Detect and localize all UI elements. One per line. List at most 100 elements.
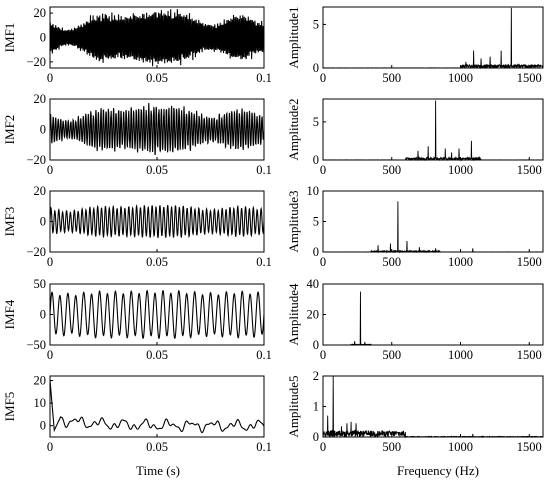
y-tick-label: 5 [313,17,319,31]
x-tick-label: 0.1 [256,163,272,177]
y-tick-label: 20 [34,6,47,20]
y-tick-label: 20 [34,184,47,198]
series-line [322,201,544,254]
x-tick-label: 1000 [448,163,473,177]
y-axis-label: IMF5 [2,392,17,422]
y-axis-label: Amplitude4 [286,283,301,346]
y-tick-label: 0 [40,419,46,433]
y-tick-label: 0 [40,215,46,229]
y-tick-label: 1 [313,400,319,414]
y-axis-label: IMF3 [2,207,17,237]
x-tick-label: 1500 [517,348,542,362]
x-tick-label: 1500 [517,163,542,177]
y-tick-label: 5 [313,115,319,129]
x-tick-label: 1000 [448,255,473,269]
y-tick-label: 10 [34,396,47,410]
x-axis-label-frequency: Frequency (Hz) [397,463,479,478]
panel-amp1: 0 500 1000 1500 5 0 Amplitude1 [286,6,544,85]
y-axis-label: IMF4 [2,299,17,329]
panel-amp3: 0 500 1000 1500 10 5 0 Amplitude3 [286,184,544,269]
series-line [322,291,544,346]
series-line [49,204,265,239]
y-tick-label: 20 [34,92,47,106]
y-tick-label: −20 [26,55,46,69]
y-axis-label: Amplitude1 [286,6,301,68]
x-tick-label: 0.05 [146,71,168,85]
y-tick-label: 20 [34,374,47,388]
y-tick-label: −20 [26,153,46,167]
x-tick-label: 0 [320,348,326,362]
x-tick-label: 0.1 [256,440,272,454]
x-tick-label: 1500 [517,71,542,85]
series-line [323,7,544,70]
x-tick-label: 0 [47,440,53,454]
series-line [49,103,265,156]
x-tick-label: 1000 [448,348,473,362]
series-line [49,289,265,340]
y-tick-label: 0 [40,31,46,45]
x-tick-label: 1500 [517,440,542,454]
y-axis-label: Amplitude5 [286,375,301,437]
x-tick-label: 0.05 [146,348,168,362]
panel-amp2: 0 500 1000 1500 5 0 Amplitude2 [286,98,544,177]
panel-amp5: 0 500 1000 1500 2 1 0 Amplitude5 [286,369,544,454]
x-tick-label: 0.05 [146,440,168,454]
x-tick-label: 0 [47,163,53,177]
x-tick-label: 0 [320,440,326,454]
x-tick-label: 500 [382,348,401,362]
series-line [323,100,544,162]
axes-frame [322,98,544,161]
x-tick-label: 500 [382,255,401,269]
x-tick-label: 500 [382,440,401,454]
y-tick-label: 50 [34,277,47,291]
x-tick-label: 0 [47,71,53,85]
y-tick-label: 10 [307,184,320,198]
y-axis-label: Amplitude3 [286,190,301,252]
y-tick-label: −20 [26,245,46,259]
y-tick-label: 40 [307,277,320,291]
y-axis-label: IMF1 [2,23,17,53]
x-tick-label: 1000 [448,71,473,85]
y-tick-label: 0 [313,338,319,352]
series-line [322,375,544,439]
y-tick-label: 0 [313,430,319,444]
x-tick-label: 0 [320,71,326,85]
x-axis-label-time: Time (s) [136,463,180,478]
panel-amp4: 0 500 1000 1500 40 20 0 Amplitude4 [286,277,544,362]
y-axis-label: IMF2 [2,115,17,145]
y-tick-label: 0 [313,153,319,167]
y-tick-label: 0 [40,308,46,322]
y-tick-label: −50 [26,338,46,352]
x-tick-label: 1500 [517,255,542,269]
x-tick-label: 1000 [448,440,473,454]
y-tick-label: 5 [313,215,319,229]
x-tick-label: 0.05 [146,163,168,177]
y-tick-label: 0 [40,123,46,137]
y-tick-label: 0 [313,245,319,259]
y-tick-label: 20 [307,308,320,322]
x-tick-label: 500 [382,163,401,177]
x-tick-label: 0.05 [146,255,168,269]
x-tick-label: 0 [47,255,53,269]
x-tick-label: 0 [320,255,326,269]
axes-frame [49,375,265,438]
axes-frame [322,6,544,69]
panel-imf5: 0 0.05 0.1 20 10 0 IMF5 [2,374,272,454]
y-tick-label: 0 [313,61,319,75]
x-tick-label: 0 [320,163,326,177]
x-tick-label: 0 [47,348,53,362]
x-tick-label: 0.1 [256,348,272,362]
x-tick-label: 0.1 [256,71,272,85]
axes-frame [322,283,544,346]
y-tick-label: 2 [313,369,319,383]
y-axis-label: Amplitude2 [286,98,301,160]
axes-frame [322,190,544,253]
x-tick-label: 0.1 [256,255,272,269]
series-line [49,9,265,67]
series-line [49,380,265,434]
